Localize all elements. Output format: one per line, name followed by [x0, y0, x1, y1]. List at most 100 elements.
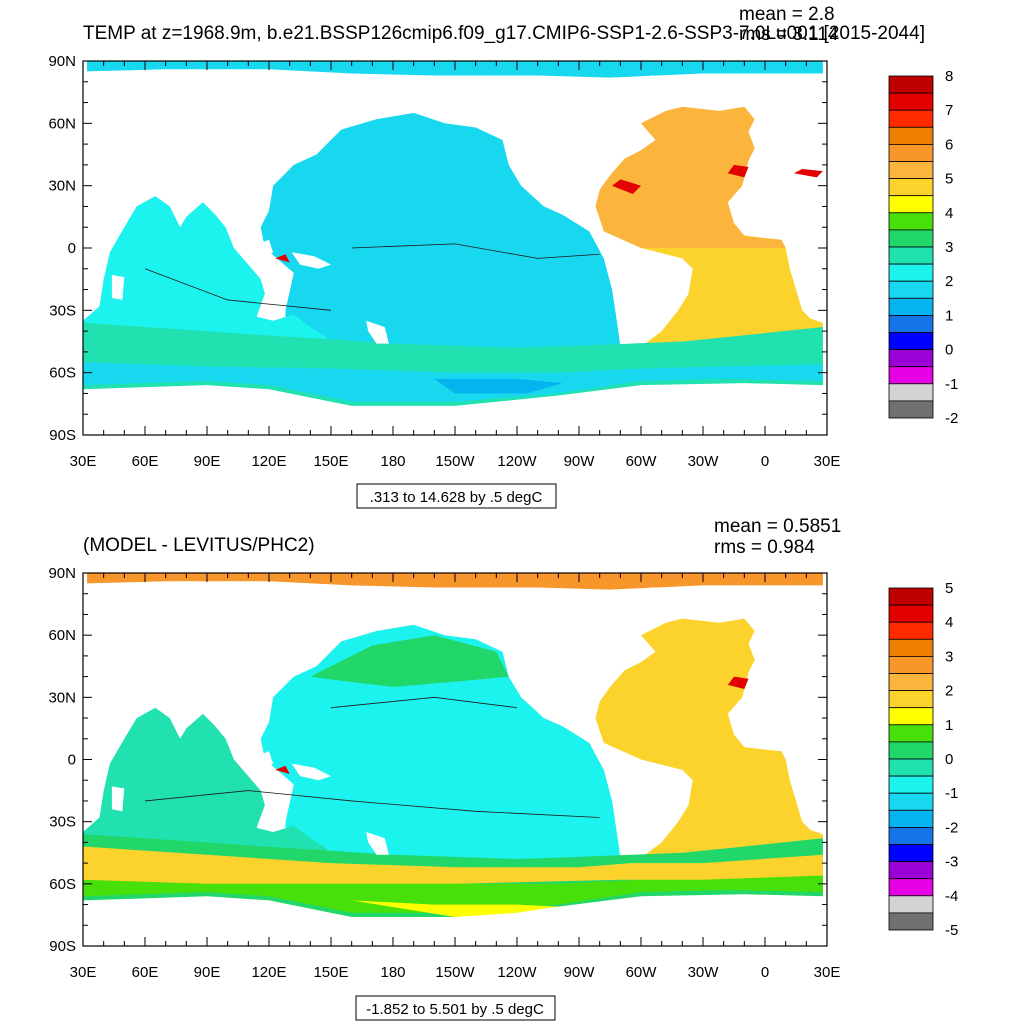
colorbar-swatch	[888, 366, 934, 385]
x-tick-label: 30E	[70, 453, 97, 470]
colorbar-swatch	[888, 673, 934, 692]
hotspot-banda	[275, 765, 290, 774]
x-tick-label: 150E	[313, 453, 348, 470]
x-tick-label: 180	[380, 964, 405, 981]
y-tick-label: 30S	[49, 302, 76, 319]
x-tick-label: 150E	[313, 964, 348, 981]
colorbar-swatch	[888, 656, 934, 674]
colorbar-swatch	[888, 741, 934, 760]
mean-label: mean = 0.5851	[714, 516, 841, 537]
ocean-region-pacific	[260, 624, 623, 884]
ocean-region-southern-band	[83, 322, 823, 406]
island-land	[366, 320, 389, 344]
colorbar-label: 7	[945, 102, 953, 119]
colorbar-label: -1	[945, 376, 958, 393]
y-tick-label: 30S	[49, 814, 76, 831]
colorbar-label: 0	[945, 342, 953, 359]
x-tick-label: 60E	[132, 453, 159, 470]
colorbar-swatch	[888, 349, 934, 368]
y-tick-label: 90N	[48, 565, 76, 582]
colorbar-swatch	[888, 263, 934, 282]
colorbar-label: 2	[945, 273, 953, 290]
island-land	[111, 275, 125, 300]
colorbar-swatch	[888, 638, 934, 657]
x-tick-label: 90W	[564, 453, 596, 470]
hotspot-banda	[275, 254, 290, 263]
colorbar-swatch	[888, 92, 934, 111]
mean-label: mean = 2.8	[739, 4, 835, 25]
rms-label: rms = 0.984	[714, 537, 815, 558]
x-tick-label: 30W	[688, 964, 720, 981]
colorbar-swatch	[888, 827, 934, 845]
hotspot-med-outflow	[727, 676, 749, 689]
y-tick-label: 0	[68, 240, 76, 257]
x-tick-label: 120W	[497, 964, 537, 981]
colorbar-swatch	[888, 724, 934, 743]
colorbar-swatch	[888, 178, 934, 197]
hotspot-med	[793, 169, 823, 178]
x-tick-label: 60W	[626, 453, 658, 470]
colorbar-swatch	[888, 143, 934, 162]
colorbar-label: 6	[945, 136, 953, 153]
colorbar: 8 7 6 5 4 3 2 1 0 -1 -2	[888, 68, 958, 427]
axis-ticks	[82, 572, 828, 947]
colorbar-label: 4	[945, 614, 953, 631]
y-tick-label: 60N	[48, 627, 76, 644]
island-land	[291, 252, 331, 269]
colorbar-label: -4	[945, 888, 958, 905]
contour-line	[351, 243, 600, 259]
colorbar-swatch	[888, 280, 934, 299]
colorbar-label: 3	[945, 648, 953, 665]
panel-title: TEMP at z=1968.9m, b.e21.BSSP126cmip6.f0…	[83, 23, 925, 44]
colorbar-swatch	[888, 297, 934, 316]
ocean-region-ross	[351, 900, 559, 917]
colorbar-swatch	[888, 229, 934, 248]
colorbar-swatch	[888, 792, 934, 811]
x-tick-label: 120E	[251, 964, 286, 981]
colorbar-swatch	[888, 690, 934, 709]
x-tick-label: 30E	[70, 964, 97, 981]
colorbar-label: -2	[945, 819, 958, 836]
island-land	[630, 587, 683, 615]
colorbar-swatch	[888, 878, 934, 897]
colorbar-label: 2	[945, 683, 953, 700]
x-axis-labels: 30E 60E 90E 120E 150E 180 150W 120W 90W 60W 30W 0 30…	[70, 453, 841, 470]
island-land	[366, 832, 389, 855]
colorbar-label: 3	[945, 239, 953, 256]
colorbar-swatch	[888, 383, 934, 402]
colorbar-swatch	[888, 212, 934, 231]
map-plot	[83, 61, 827, 435]
colorbar-label: -3	[945, 854, 958, 871]
map-plot	[83, 573, 827, 946]
colorbar-swatch	[888, 809, 934, 828]
colorbar-swatch	[888, 314, 934, 333]
y-axis-labels: 90N 60N 30N 0 30S 60S 90S	[48, 565, 76, 955]
x-tick-label: 90W	[564, 964, 596, 981]
island-land	[291, 763, 331, 781]
rms-label: rms = 3.114	[739, 24, 839, 45]
colorbar-swatch	[888, 126, 934, 145]
y-tick-label: 60S	[49, 365, 76, 382]
island-land	[256, 239, 274, 263]
colorbar-swatch	[888, 400, 934, 419]
colorbar-label: -1	[945, 785, 958, 802]
panel-difference: (MODEL - LEVITUS/PHC2) mean = 0.5851 rms…	[48, 516, 958, 1021]
y-axis-labels: 90N 60N 30N 0 30S 60S 90S	[48, 53, 76, 444]
contour-info: -1.852 to 5.501 by .5 degC	[366, 1001, 544, 1018]
colorbar-swatch	[888, 707, 934, 726]
colorbar-swatch	[888, 912, 934, 931]
ocean-region-ross	[434, 378, 563, 394]
y-tick-label: 60N	[48, 115, 76, 132]
x-tick-label: 60E	[132, 964, 159, 981]
y-tick-label: 90S	[49, 938, 76, 955]
island-land	[111, 786, 125, 812]
x-tick-label: 90E	[194, 964, 221, 981]
contour-line	[330, 696, 518, 709]
x-tick-label: 60W	[626, 964, 658, 981]
x-tick-label: 180	[380, 453, 405, 470]
x-tick-label: 30W	[688, 453, 720, 470]
x-tick-label: 0	[761, 964, 769, 981]
colorbar-swatch	[888, 587, 934, 606]
y-tick-label: 90N	[48, 53, 76, 70]
